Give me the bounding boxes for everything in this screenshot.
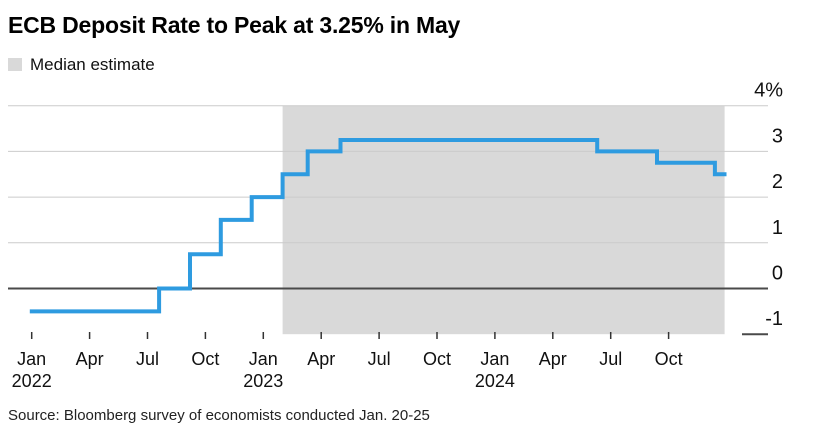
median-estimate-shaded-region — [282, 105, 725, 335]
x-axis-month-label: Jan — [480, 349, 509, 369]
y-axis-label: 1 — [772, 217, 783, 239]
x-axis-year-label: 2024 — [475, 371, 515, 391]
x-axis-month-label: Apr — [307, 349, 335, 369]
y-axis-label: 4% — [754, 80, 783, 102]
x-axis-month-label: Apr — [76, 349, 104, 369]
y-axis-label: -1 — [765, 308, 783, 330]
chart-title: ECB Deposit Rate to Peak at 3.25% in May — [8, 12, 461, 38]
x-axis-month-label: Jul — [599, 349, 622, 369]
x-axis-month-label: Apr — [539, 349, 567, 369]
x-axis-month-label: Jul — [368, 349, 391, 369]
y-axis-label: 3 — [772, 125, 783, 147]
x-axis-year-label: 2022 — [12, 371, 52, 391]
x-axis-year-label: 2023 — [243, 371, 283, 391]
x-axis-month-label: Oct — [191, 349, 219, 369]
x-axis-month-label: Oct — [655, 349, 683, 369]
y-axis-label: 2 — [772, 171, 783, 193]
legend-label: Median estimate — [30, 55, 155, 74]
x-axis-month-label: Oct — [423, 349, 451, 369]
x-axis-month-label: Jul — [136, 349, 159, 369]
median-estimate-legend-swatch — [8, 58, 22, 71]
deposit-rate-step-line — [29, 138, 727, 314]
legend: Median estimate — [8, 55, 155, 74]
source-note: Source: Bloomberg survey of economists c… — [8, 407, 430, 424]
x-axis-month-label: Jan — [17, 349, 46, 369]
y-axis-label: 0 — [772, 263, 783, 285]
x-axis-month-label: Jan — [249, 349, 278, 369]
